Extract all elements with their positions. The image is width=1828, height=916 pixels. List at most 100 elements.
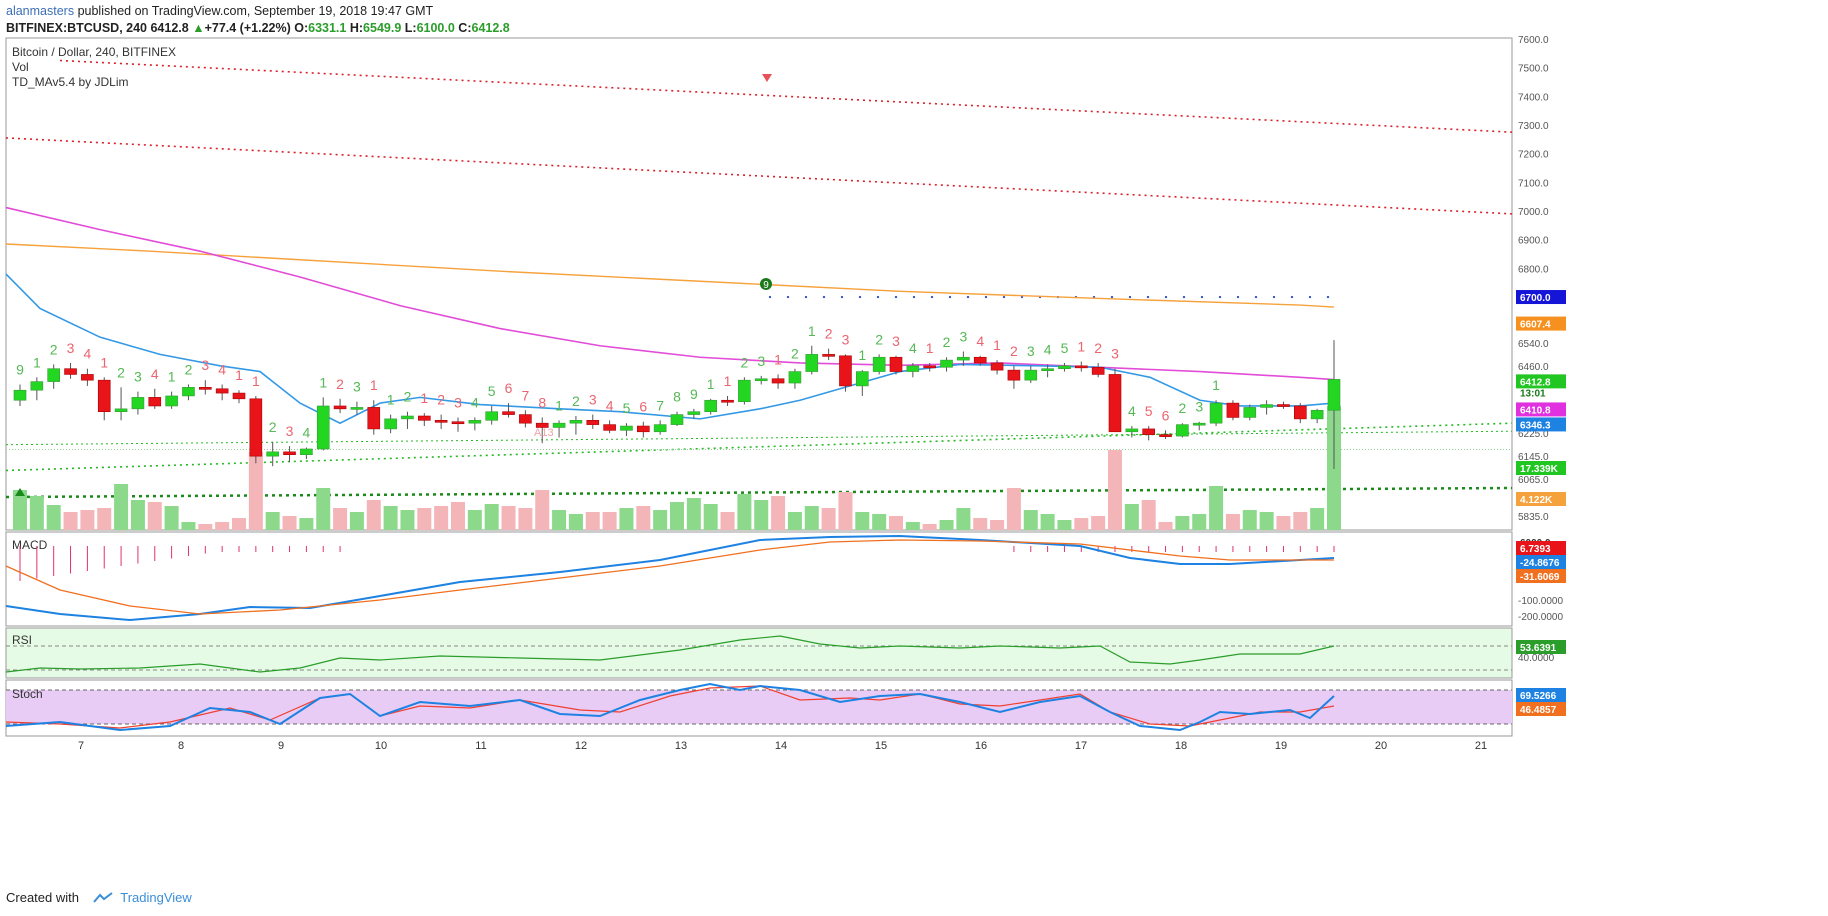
resistance-dot [912,295,916,299]
resistance-dot [1308,295,1312,299]
td-count-label: 2 [185,361,193,377]
volume-bar [1108,450,1122,530]
resistance-dot [984,295,988,299]
bullish-candle [788,371,802,384]
bullish-candle [1209,402,1223,424]
td-count-label: 1 [1212,377,1220,393]
indicator-legend: TD_MAv5.4 by JDLim [12,75,128,89]
resistance-dot [1020,295,1024,299]
bearish-candle [721,399,734,403]
td-count-label: 6 [505,380,513,396]
bullish-candle [856,371,869,387]
volume-bar [855,512,870,530]
volume-bar [636,506,651,530]
orange-moving-average [5,243,1335,308]
macd-axis-tick: -100.0000 [1518,596,1563,607]
volume-bar [602,512,617,530]
resistance-dot [894,295,898,299]
macd-pane [5,531,1513,627]
x-axis-tick: 17 [1075,740,1087,752]
volume-trendline [5,486,1513,499]
volume-bar [265,512,280,530]
macd-signal-line [5,539,1334,615]
footer: Created with TradingView [6,890,192,905]
td-count-label: 2 [825,326,833,342]
bearish-candle [97,379,111,413]
candle-countdown: 13:01 [1520,388,1546,399]
resistance-dot [822,295,826,299]
td-count-label: 1 [808,323,816,339]
resistance-dot [858,295,862,299]
bullish-candle [872,356,886,372]
price-badge-last-bg [1516,374,1566,389]
bullish-candle [13,389,27,401]
x-axis-tick: 19 [1275,740,1287,752]
price-axis-tick: 7000.0 [1518,207,1549,218]
bullish-candle [704,399,717,413]
bullish-candle [957,356,970,361]
rsi-line [5,635,1335,673]
td-count-label: 9 [16,361,24,377]
volume-axis-tick: 5835.0 [1518,512,1549,523]
td-count-label: 5 [1061,340,1069,356]
bullish-candle [131,397,145,410]
resistance-dot [930,295,934,299]
td-count-label: 1 [420,390,428,406]
price-axis-tick: 6800.0 [1518,264,1549,275]
td-count-label: 7 [656,397,664,413]
td-count-label: 1 [370,377,378,393]
bullish-candle [350,407,364,410]
td-count-label: 4 [606,397,614,413]
bearish-candle [535,422,549,428]
bearish-candle [822,354,835,357]
publish-header: alanmasters published on TradingView.com… [6,3,433,20]
volume-bar [80,510,95,530]
x-axis-tick: 9 [278,740,284,752]
volume-bar [686,498,701,530]
volume-bar [46,505,61,530]
volume-bar [1259,512,1274,530]
bearish-candle [502,411,515,415]
macd-badge-line-bg [1516,555,1566,569]
bullish-candle [1058,365,1071,370]
bearish-candle [1108,374,1122,433]
author-link[interactable]: alanmasters [6,4,75,18]
td-count-label: 1 [100,354,108,370]
bullish-candle [552,422,566,428]
volume-bar [653,510,668,530]
bullish-candle [1192,422,1206,426]
td-count-label: 4 [909,340,917,356]
resistance-dot [804,295,808,299]
resistance-dot [1200,295,1204,299]
td-count-label: 6 [639,399,647,415]
volume-bar [248,452,263,530]
x-axis-tick: 11 [475,740,486,752]
td-count-label: 3 [67,340,75,356]
td-count-label: 2 [875,331,883,347]
volume-bar [1310,508,1325,530]
stoch-d-line [5,685,1335,729]
volume-bar [568,514,583,530]
price-axis-tick: 7100.0 [1518,178,1549,189]
td-count-label: 2 [404,389,412,405]
price-axis-tick: 6225.0 [1518,429,1549,440]
resistance-dot [1128,295,1132,299]
volume-bar [130,500,145,530]
bearish-candle [215,388,229,394]
bearish-candle [232,392,246,400]
bearish-candle [1075,365,1088,369]
volume-bar [889,516,903,530]
volume-badge-last-bg [1516,492,1566,506]
bearish-candle [1091,366,1105,375]
volume-bar [181,522,196,530]
td-count-label: 2 [791,346,799,362]
volume-bar [1074,518,1089,530]
resistance-dot [1164,295,1168,299]
bullish-candle [906,365,920,372]
tradingview-link[interactable]: TradingView [120,890,192,905]
volume-bar [451,502,465,530]
sell-signal-icon [762,74,772,82]
bearish-candle [923,365,936,369]
bullish-candle [266,451,279,457]
